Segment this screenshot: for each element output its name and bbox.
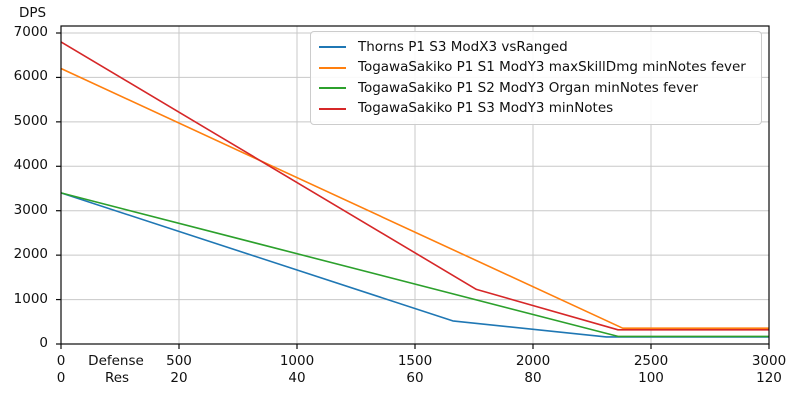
series-line-2 — [60, 192, 769, 338]
legend-line-swatch — [319, 66, 346, 69]
y-tick-label: 6000 — [13, 68, 48, 85]
legend-label: TogawaSakiko P1 S2 ModY3 Organ minNotes … — [358, 79, 699, 96]
legend-item: TogawaSakiko P1 S2 ModY3 Organ minNotes … — [311, 78, 761, 99]
legend-line-swatch — [319, 107, 346, 110]
x-tick-label-res: 0 — [56, 370, 66, 386]
x-tick-label-res: 20 — [170, 370, 188, 386]
y-tick-label: 1000 — [13, 290, 48, 307]
x-tick-label-res: 60 — [406, 370, 424, 386]
legend-label: TogawaSakiko P1 S3 ModY3 minNotes — [358, 100, 614, 117]
y-tick-label: 0 — [39, 335, 48, 351]
x-tick-label-defense: 1000 — [279, 353, 315, 369]
legend-line-swatch — [319, 46, 346, 49]
legend: Thorns P1 S3 ModX3 vsRanged TogawaSakiko… — [310, 31, 762, 125]
x-tick-label-defense: 3000 — [751, 353, 787, 369]
x-tick-label-defense: 500 — [166, 353, 192, 369]
y-tick-label: 4000 — [13, 157, 48, 174]
legend-line-swatch — [319, 87, 346, 90]
x-tick-label-defense: 2500 — [633, 353, 669, 369]
y-tick-label: 5000 — [13, 112, 48, 129]
y-tick-label: 2000 — [13, 246, 48, 263]
series-line-1 — [60, 67, 769, 330]
legend-label: Thorns P1 S3 ModX3 vsRanged — [358, 38, 568, 55]
x-axis-row2-title: Res — [104, 370, 130, 386]
y-tick-label: 3000 — [13, 201, 48, 218]
y-axis-title: DPS — [19, 5, 47, 21]
x-tick-label-res: 100 — [638, 370, 664, 386]
x-tick-label-res: 120 — [756, 370, 782, 386]
x-tick-label-res: 40 — [288, 370, 306, 386]
x-tick-label-defense: 2000 — [515, 353, 551, 369]
x-tick-label-res: 80 — [524, 370, 542, 386]
x-axis-row1-title: Defense — [88, 353, 144, 369]
series-line-3 — [60, 41, 769, 331]
legend-item: TogawaSakiko P1 S3 ModY3 minNotes — [311, 99, 761, 120]
x-tick-label-defense: 1500 — [397, 353, 433, 369]
legend-item: Thorns P1 S3 ModX3 vsRanged — [311, 37, 761, 58]
y-tick-label: 7000 — [13, 24, 48, 40]
x-tick-label-defense: 0 — [56, 353, 66, 369]
legend-item: TogawaSakiko P1 S1 ModY3 maxSkillDmg min… — [311, 58, 761, 79]
legend-label: TogawaSakiko P1 S1 ModY3 maxSkillDmg min… — [358, 59, 746, 76]
